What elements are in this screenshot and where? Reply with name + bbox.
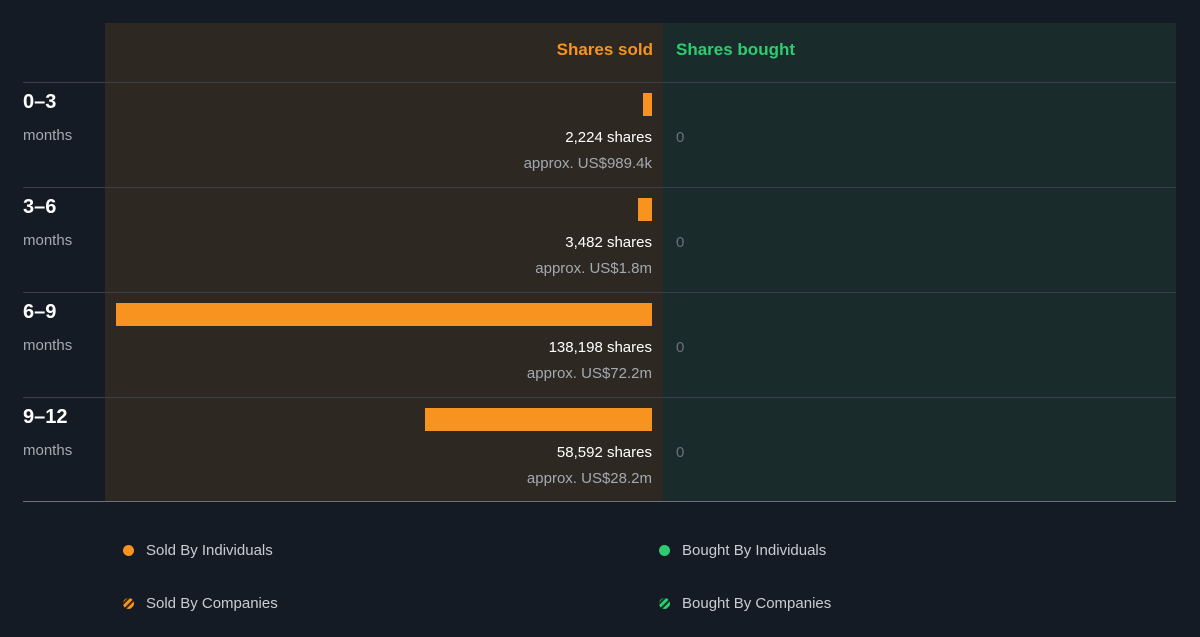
legend-bought-companies[interactable]: Bought By Companies	[659, 595, 831, 612]
bought-shares-label: 0	[676, 234, 685, 251]
period-label: 9–12	[23, 406, 68, 428]
sold-bar	[643, 93, 652, 116]
sold-value-label: approx. US$989.4k	[523, 155, 652, 172]
legend-bought-individuals[interactable]: Bought By Individuals	[659, 542, 826, 559]
period-unit: months	[23, 232, 73, 249]
period-row: 9–12 months 58,592 shares approx. US$28.…	[23, 397, 1176, 503]
sold-bar	[116, 303, 652, 326]
sold-value-label: approx. US$1.8m	[535, 260, 652, 277]
bought-shares-label: 0	[676, 129, 685, 146]
striped-green-dot-icon	[659, 598, 670, 609]
period-label: 6–9	[23, 301, 57, 323]
legend-label: Bought By Companies	[682, 595, 832, 612]
shares-bought-header: Shares bought	[676, 40, 796, 59]
sold-value-label: approx. US$28.2m	[526, 470, 652, 487]
period-label: 0–3	[23, 91, 57, 113]
legend-label: Bought By Individuals	[682, 542, 827, 559]
legend-sold-companies[interactable]: Sold By Companies	[123, 595, 278, 612]
sold-shares-label: 3,482 shares	[565, 234, 652, 251]
shares-sold-header: Shares sold	[556, 40, 653, 59]
period-unit: months	[23, 337, 73, 354]
sold-shares-label: 2,224 shares	[565, 129, 652, 146]
green-dot-icon	[659, 545, 670, 556]
legend-label: Sold By Individuals	[146, 542, 273, 559]
orange-dot-icon	[123, 545, 134, 556]
period-row: 0–3 months 2,224 shares approx. US$989.4…	[23, 82, 1176, 188]
chart-baseline	[23, 501, 1176, 502]
shares-bought-column	[663, 23, 1176, 501]
period-row: 3–6 months 3,482 shares approx. US$1.8m …	[23, 187, 1176, 293]
legend-label: Sold By Companies	[146, 595, 278, 612]
bought-shares-label: 0	[676, 444, 685, 461]
sold-value-label: approx. US$72.2m	[526, 365, 652, 382]
legend-sold-individuals[interactable]: Sold By Individuals	[123, 542, 273, 559]
period-unit: months	[23, 127, 73, 144]
period-row: 6–9 months 138,198 shares approx. US$72.…	[23, 292, 1176, 398]
period-label: 3–6	[23, 196, 57, 218]
period-unit: months	[23, 442, 73, 459]
sold-shares-label: 138,198 shares	[548, 339, 652, 356]
sold-bar	[425, 408, 652, 431]
striped-orange-dot-icon	[123, 598, 134, 609]
bought-shares-label: 0	[676, 339, 685, 356]
sold-shares-label: 58,592 shares	[556, 444, 652, 461]
sold-bar	[638, 198, 652, 221]
